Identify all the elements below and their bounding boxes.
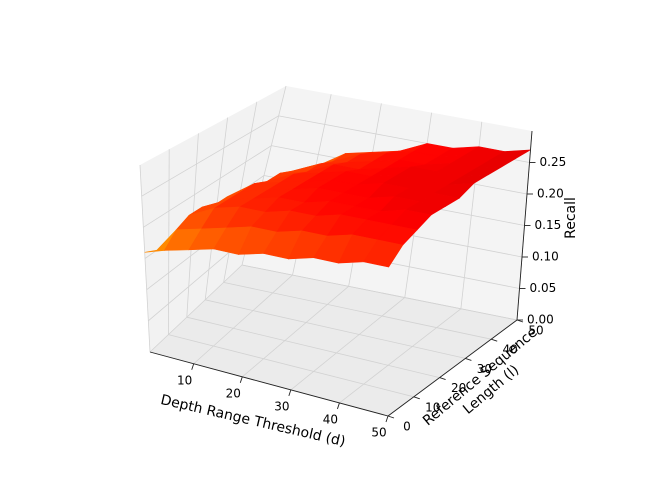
tick-marks (191, 162, 536, 423)
x-tick-label: 50 (371, 426, 386, 440)
z-tick-label: 0.20 (537, 187, 564, 201)
y-tick (387, 415, 395, 419)
x-tick (337, 402, 340, 410)
grid-line (141, 115, 279, 197)
grid-line (205, 299, 466, 359)
grid-line (339, 308, 462, 404)
z-tick-label: 0.15 (535, 218, 562, 232)
x-axis-label: Depth Range Threshold (d) (159, 392, 347, 450)
grid-line (242, 286, 349, 378)
z-tick-label: 0.25 (540, 155, 567, 169)
axis-panes (140, 86, 532, 416)
grid-line (223, 282, 492, 340)
grid-line (143, 145, 272, 228)
y-tick-label: 50 (528, 324, 543, 338)
y-tick (465, 357, 472, 361)
y-axis-line (387, 319, 518, 417)
z-axis-label: Recall (563, 197, 579, 239)
x-tick (191, 363, 195, 370)
y-tick-label: 10 (425, 400, 440, 414)
y-tick-label: 0 (403, 420, 411, 434)
surface-patch (363, 239, 404, 268)
grid-line (290, 297, 406, 391)
grid-line (241, 264, 518, 321)
x-axis-line (149, 351, 389, 417)
grid-line (168, 334, 414, 398)
grid-line (186, 316, 440, 378)
y-tick (491, 338, 498, 342)
x-tick-label: 10 (177, 373, 192, 387)
y-tick (413, 396, 420, 400)
x-tick (288, 389, 292, 397)
z-tick-label: 0.05 (530, 281, 557, 295)
grid-line (193, 274, 293, 365)
y-tick-label: 40 (503, 343, 518, 357)
grid-line (149, 264, 243, 353)
x-tick (385, 415, 389, 423)
x-tick-label: 40 (323, 412, 338, 426)
x-tick-label: 30 (274, 399, 289, 413)
z-tick-label: 0.00 (527, 313, 554, 327)
z-tick-label: 0.10 (532, 250, 559, 264)
y-tick-label: 30 (477, 362, 492, 376)
x-tick (239, 376, 243, 383)
y-tick-label: 20 (451, 381, 466, 395)
floor-pane (150, 265, 517, 416)
x-tick-label: 20 (226, 386, 241, 400)
surface-mesh (144, 143, 531, 268)
y-tick (439, 377, 446, 381)
